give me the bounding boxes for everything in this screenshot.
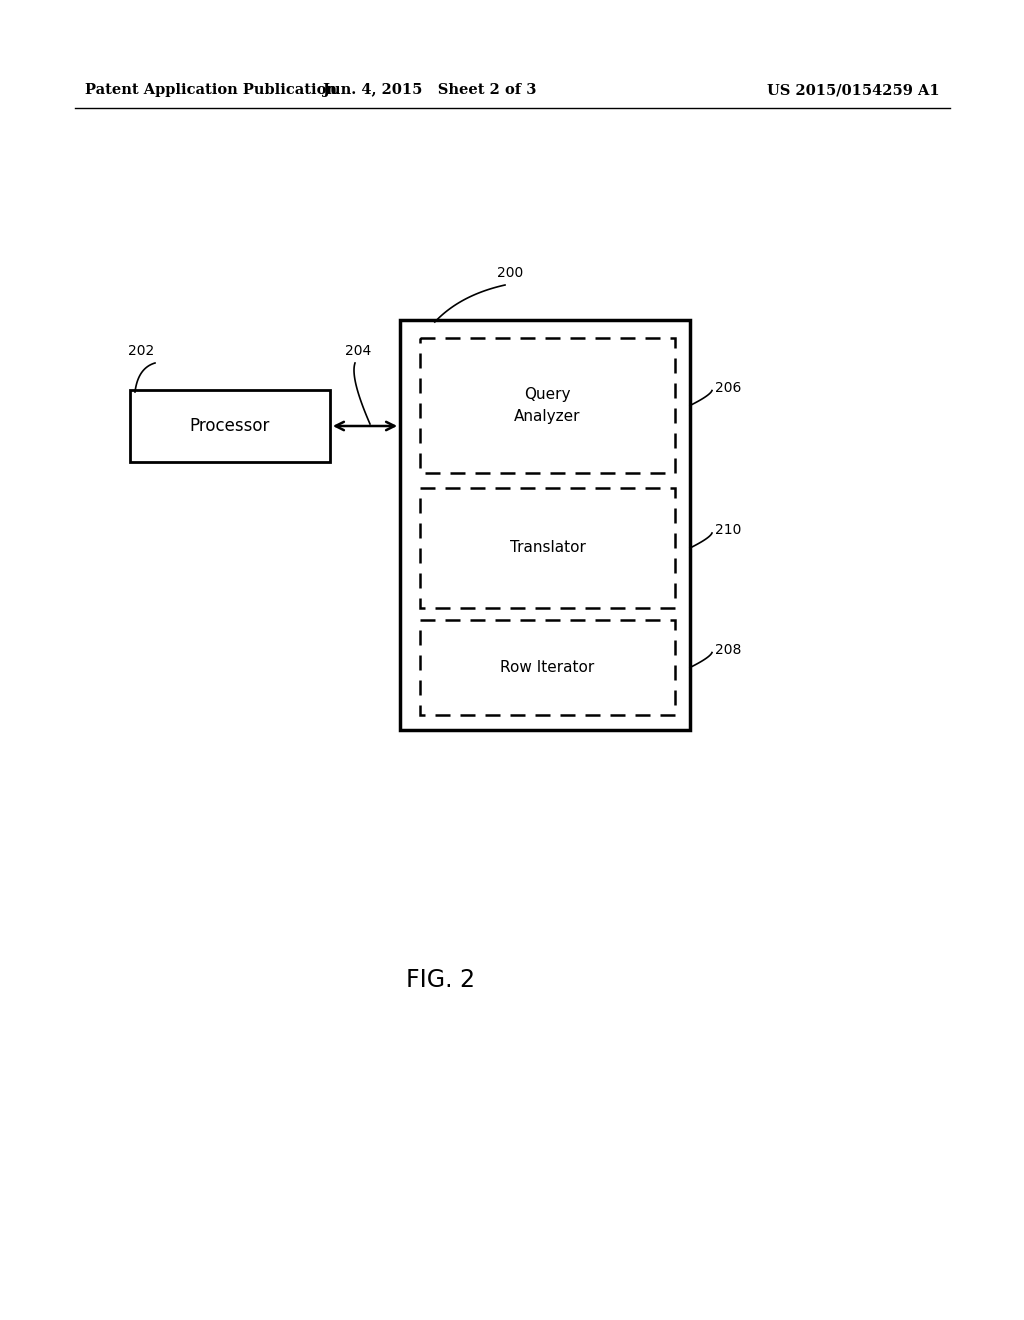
Text: Patent Application Publication: Patent Application Publication [85,83,337,96]
Text: Jun. 4, 2015   Sheet 2 of 3: Jun. 4, 2015 Sheet 2 of 3 [324,83,537,96]
Bar [420,338,675,473]
Bar [400,319,690,730]
Text: US 2015/0154259 A1: US 2015/0154259 A1 [767,83,940,96]
Text: Translator: Translator [510,540,586,556]
Text: 206: 206 [715,380,741,395]
Bar [420,488,675,609]
Text: Query
Analyzer: Query Analyzer [514,387,581,424]
Bar [420,620,675,715]
Bar [130,389,330,462]
Text: Row Iterator: Row Iterator [501,660,595,675]
Text: 210: 210 [715,523,741,537]
Text: 204: 204 [345,345,372,358]
Text: 202: 202 [128,345,155,358]
Text: 200: 200 [497,267,523,280]
Text: 208: 208 [715,643,741,656]
Text: Processor: Processor [189,417,270,436]
Text: FIG. 2: FIG. 2 [406,968,474,993]
